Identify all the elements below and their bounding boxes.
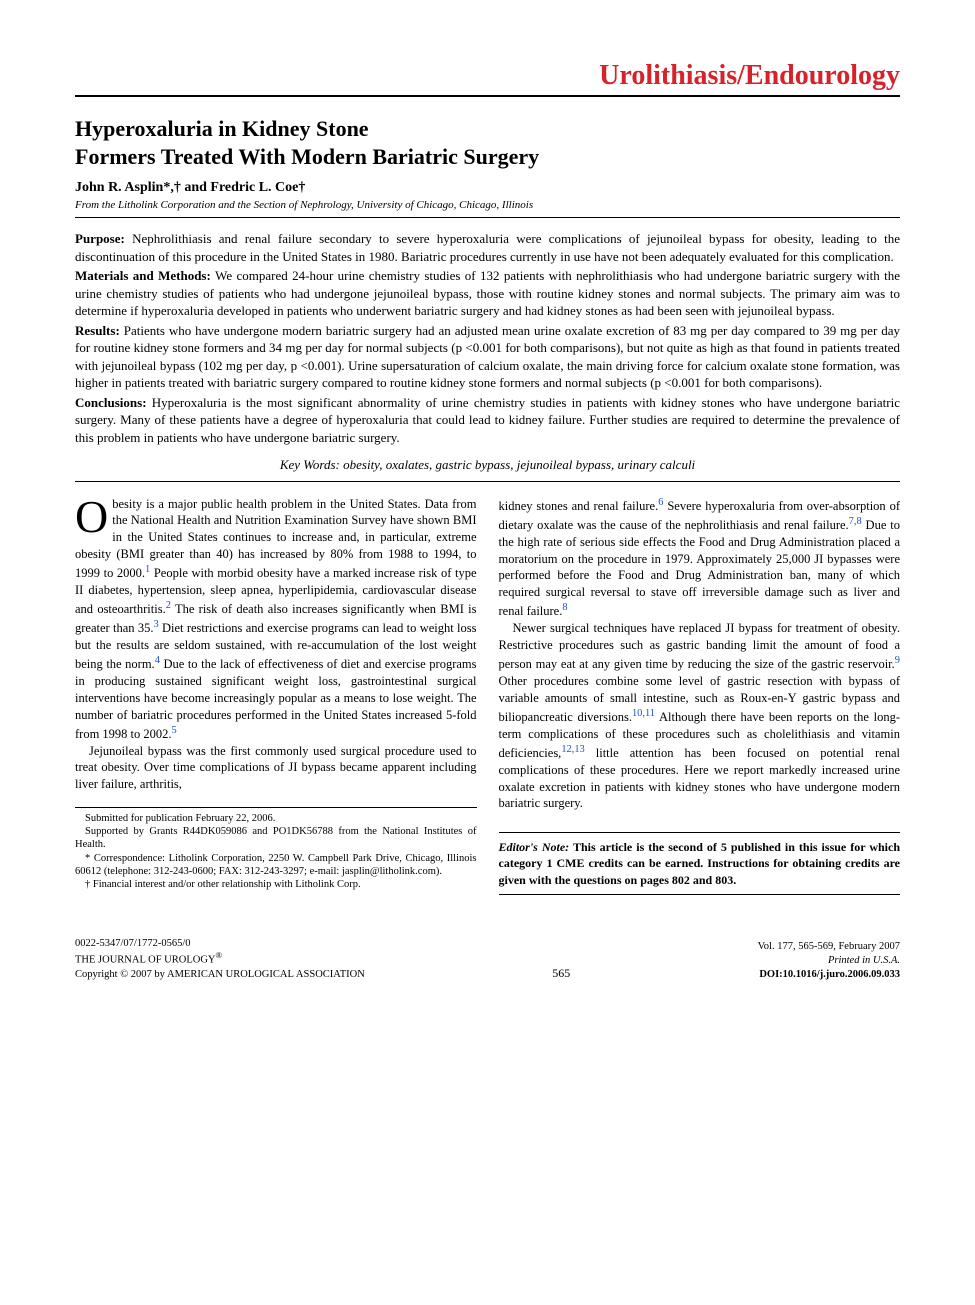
ref-1[interactable]: 1 bbox=[145, 564, 150, 575]
rule-after-affil bbox=[75, 217, 900, 218]
body-p1-text: besity is a major public health problem … bbox=[75, 497, 477, 741]
footer-right-l2: Printed in U.S.A. bbox=[758, 954, 900, 968]
footer-right-l3-text: DOI:10.1016/j.juro.2006.09.033 bbox=[759, 969, 900, 980]
footer-left-l3: Copyright © 2007 by AMERICAN UROLOGICAL … bbox=[75, 968, 365, 982]
affiliation: From the Litholink Corporation and the S… bbox=[75, 199, 900, 211]
abstract-conclusions: Conclusions: Hyperoxaluria is the most s… bbox=[75, 394, 900, 447]
dropcap: O bbox=[75, 496, 112, 536]
footer-left: 0022-5347/07/1772-0565/0 THE JOURNAL OF … bbox=[75, 937, 365, 981]
footer-center: 565 bbox=[552, 966, 570, 982]
body-p2: Jejunoileal bypass was the first commonl… bbox=[75, 743, 477, 794]
keywords: Key Words: obesity, oxalates, gastric by… bbox=[75, 457, 900, 473]
ref-5[interactable]: 5 bbox=[172, 725, 177, 736]
body-p3: kidney stones and renal failure.6 Severe… bbox=[499, 496, 901, 621]
footnote-3: * Correspondence: Litholink Corporation,… bbox=[75, 852, 477, 878]
ref-4[interactable]: 4 bbox=[155, 655, 160, 666]
conclusions-label: Conclusions: bbox=[75, 395, 152, 410]
ref-9[interactable]: 9 bbox=[895, 655, 900, 666]
ref-3[interactable]: 3 bbox=[153, 619, 158, 630]
footnote-2: Supported by Grants R44DK059086 and PO1D… bbox=[75, 825, 477, 851]
abstract-purpose: Purpose: Nephrolithiasis and renal failu… bbox=[75, 230, 900, 265]
results-label: Results: bbox=[75, 323, 124, 338]
body-columns: Obesity is a major public health problem… bbox=[75, 496, 900, 895]
footer-right-l2-text: Printed in U.S.A. bbox=[828, 955, 900, 966]
ref-12-13[interactable]: 12,13 bbox=[561, 744, 584, 755]
footnotes: Submitted for publication February 22, 2… bbox=[75, 807, 477, 891]
footer-right: Vol. 177, 565-569, February 2007 Printed… bbox=[758, 940, 900, 981]
ref-10-11[interactable]: 10,11 bbox=[632, 708, 655, 719]
footer-right-l3: DOI:10.1016/j.juro.2006.09.033 bbox=[758, 968, 900, 982]
section-header: Urolithiasis/Endourology bbox=[75, 60, 900, 92]
footer-left-l2: THE JOURNAL OF UROLOGY® bbox=[75, 950, 365, 967]
section-header-text: Urolithiasis/Endourology bbox=[599, 60, 900, 91]
editor-note-label: Editor's Note: bbox=[499, 840, 570, 854]
article-title: Hyperoxaluria in Kidney Stone Formers Tr… bbox=[75, 115, 900, 170]
methods-label: Materials and Methods: bbox=[75, 268, 215, 283]
page-footer: 0022-5347/07/1772-0565/0 THE JOURNAL OF … bbox=[75, 937, 900, 981]
purpose-text: Nephrolithiasis and renal failure second… bbox=[75, 231, 900, 264]
editor-note: Editor's Note: This article is the secon… bbox=[499, 832, 901, 895]
authors: John R. Asplin*,† and Fredric L. Coe† bbox=[75, 180, 900, 196]
ref-6[interactable]: 6 bbox=[658, 497, 663, 508]
conclusions-text: Hyperoxaluria is the most significant ab… bbox=[75, 395, 900, 445]
abstract: Purpose: Nephrolithiasis and renal failu… bbox=[75, 230, 900, 447]
ref-2[interactable]: 2 bbox=[166, 600, 171, 611]
body-p4: Newer surgical techniques have replaced … bbox=[499, 620, 901, 812]
body-p1: Obesity is a major public health problem… bbox=[75, 496, 477, 743]
rule-top bbox=[75, 95, 900, 97]
title-line2: Formers Treated With Modern Bariatric Su… bbox=[75, 144, 539, 169]
ref-7-8[interactable]: 7,8 bbox=[849, 516, 862, 527]
column-left: Obesity is a major public health problem… bbox=[75, 496, 477, 895]
title-line1: Hyperoxaluria in Kidney Stone bbox=[75, 116, 369, 141]
results-text: Patients who have undergone modern baria… bbox=[75, 323, 900, 391]
footer-left-l1: 0022-5347/07/1772-0565/0 bbox=[75, 937, 365, 951]
footnote-4: † Financial interest and/or other relati… bbox=[75, 878, 477, 891]
rule-after-keywords bbox=[75, 481, 900, 482]
footnote-1: Submitted for publication February 22, 2… bbox=[75, 812, 477, 825]
abstract-methods: Materials and Methods: We compared 24-ho… bbox=[75, 267, 900, 320]
abstract-results: Results: Patients who have undergone mod… bbox=[75, 322, 900, 392]
ref-8[interactable]: 8 bbox=[562, 602, 567, 613]
footer-right-l1: Vol. 177, 565-569, February 2007 bbox=[758, 940, 900, 954]
purpose-label: Purpose: bbox=[75, 231, 132, 246]
column-right: kidney stones and renal failure.6 Severe… bbox=[499, 496, 901, 895]
